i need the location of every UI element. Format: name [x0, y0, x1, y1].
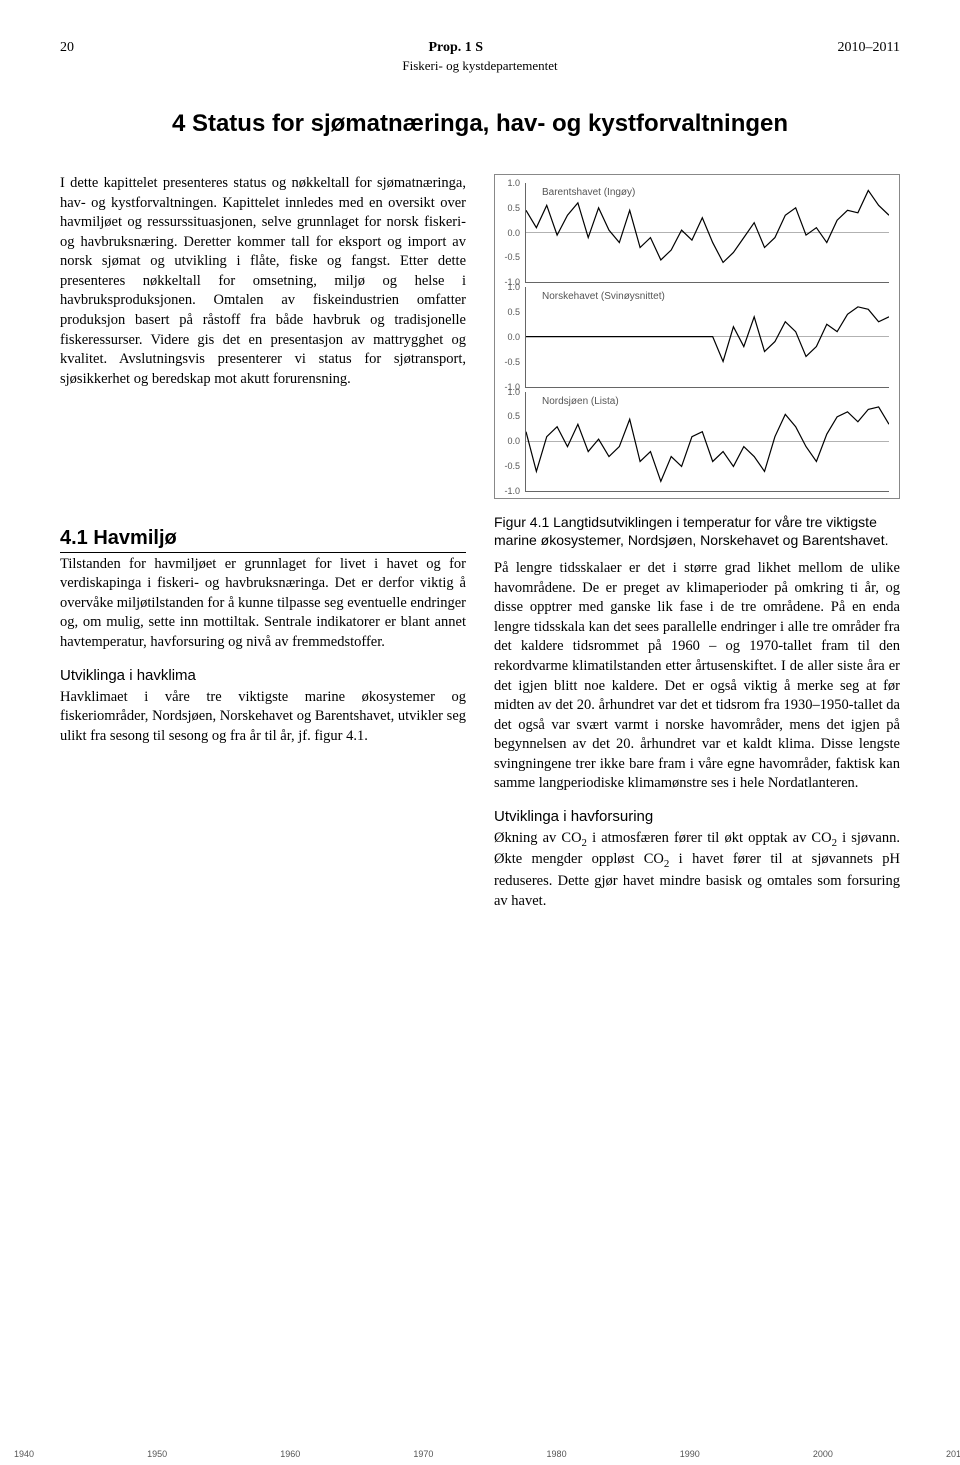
figure-caption-text: Langtidsutviklingen i temperatur for vår…	[494, 514, 889, 548]
left-column: 4.1 Havmiljø Tilstanden for havmiljøet e…	[60, 507, 466, 923]
havklima-paragraph: Havklimaet i våre tre viktigste marine ø…	[60, 688, 466, 747]
intro-column: I dette kapittelet presenteres status og…	[60, 174, 466, 499]
chart-subplot: -1.0-0.50.00.51.0Nordsjøen (Lista)	[525, 392, 889, 492]
year-range: 2010–2011	[838, 40, 900, 56]
figure-4-1-chart: -1.0-0.50.00.51.0Barentshavet (Ingøy)-1.…	[494, 174, 900, 499]
chart-subplot: -1.0-0.50.00.51.0Barentshavet (Ingøy)	[525, 183, 889, 283]
section-4-1-p1: Tilstanden for havmiljøet er grunnlaget …	[60, 555, 466, 653]
chart-subplot: -1.0-0.50.00.51.0Norskehavet (Svinøysnit…	[525, 287, 889, 387]
prop-title: Prop. 1 S	[428, 40, 483, 56]
department-name: Fiskeri- og kystdepartementet	[60, 58, 900, 74]
intro-paragraph: I dette kapittelet presenteres status og…	[60, 174, 466, 389]
page-number: 20	[60, 40, 74, 56]
section-4-1-heading: 4.1 Havmiljø	[60, 527, 466, 553]
figure-column: -1.0-0.50.00.51.0Barentshavet (Ingøy)-1.…	[494, 174, 900, 499]
havklima-subheading: Utviklinga i havklima	[60, 667, 466, 684]
figure-caption-lead: Figur 4.1	[494, 514, 549, 530]
running-header: 20 Prop. 1 S 2010–2011	[60, 40, 900, 56]
havforsuring-subheading: Utviklinga i havforsuring	[494, 808, 900, 825]
havforsuring-paragraph: Økning av CO2 i atmosfæren fører til økt…	[494, 829, 900, 911]
right-column: Figur 4.1 Langtidsutviklingen i temperat…	[494, 507, 900, 923]
page: 20 Prop. 1 S 2010–2011 Fiskeri- og kystd…	[0, 0, 960, 973]
upper-columns: I dette kapittelet presenteres status og…	[60, 174, 900, 499]
right-p1: På lengre tidsskalaer er det i større gr…	[494, 559, 900, 794]
lower-columns: 4.1 Havmiljø Tilstanden for havmiljøet e…	[60, 507, 900, 923]
chapter-title: 4 Status for sjømatnæringa, hav- og kyst…	[60, 110, 900, 138]
figure-4-1-caption: Figur 4.1 Langtidsutviklingen i temperat…	[494, 513, 900, 549]
